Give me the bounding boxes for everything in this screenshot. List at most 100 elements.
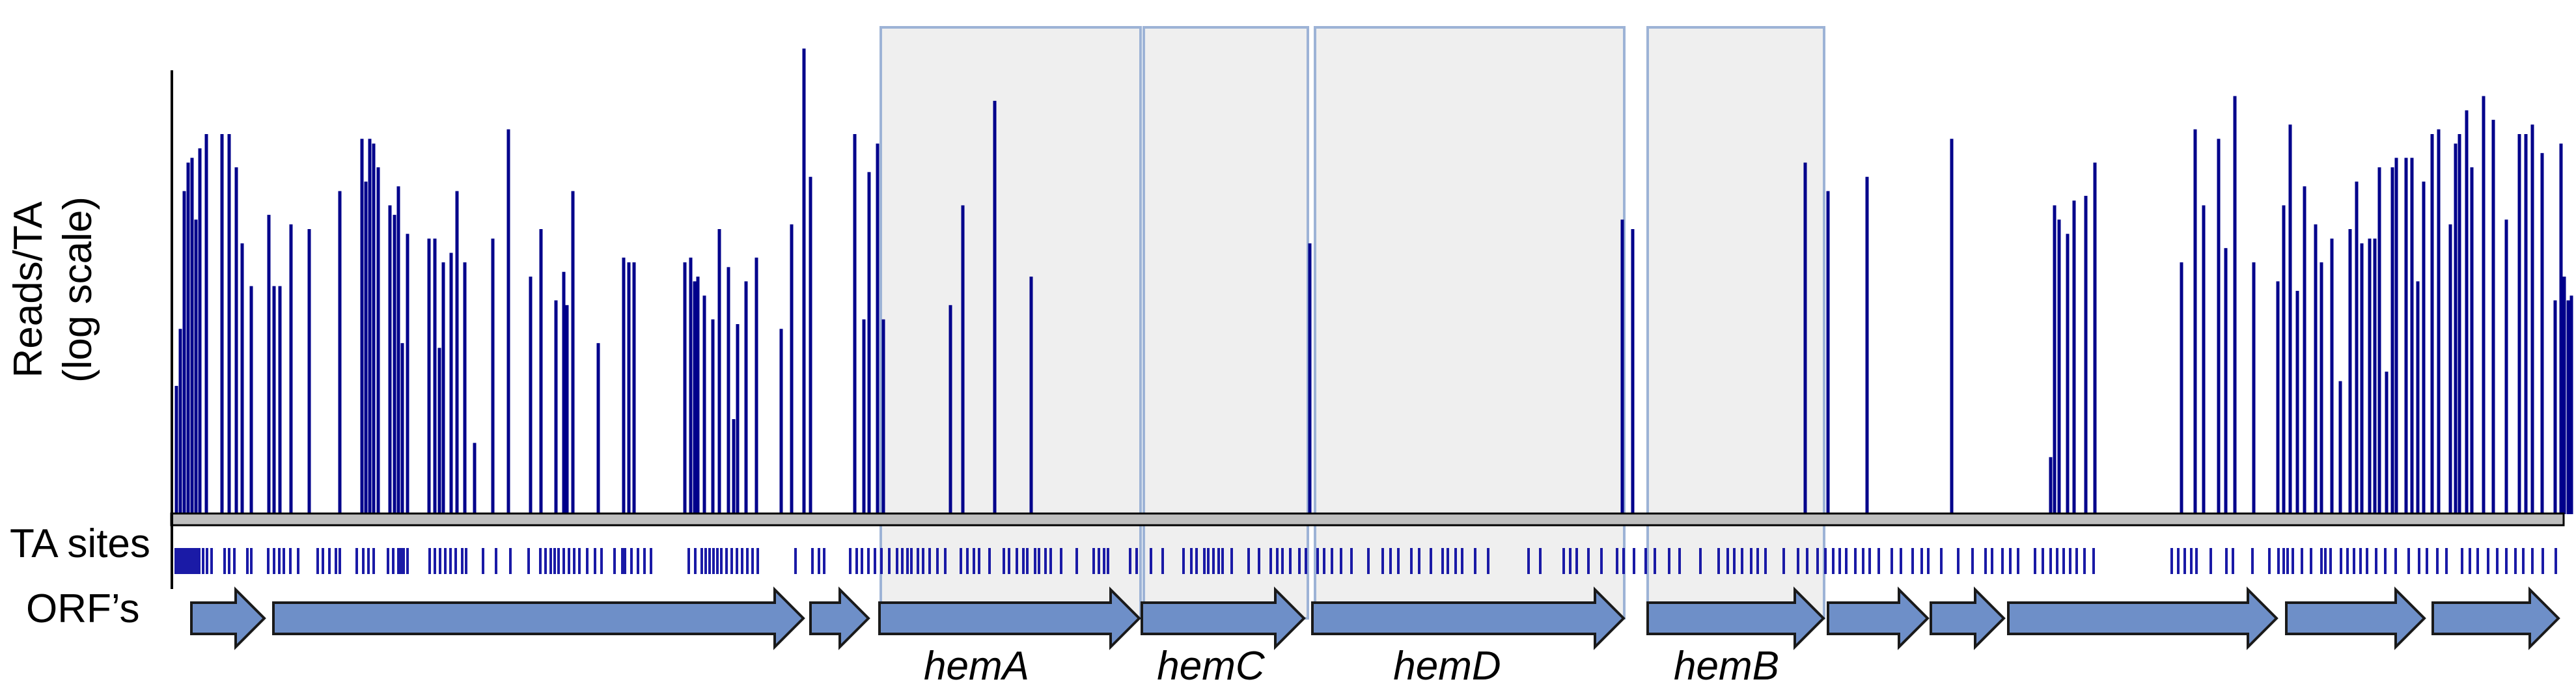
ta-site-tick bbox=[650, 548, 652, 574]
orf-arrow bbox=[2285, 586, 2426, 650]
ta-site-tick bbox=[2418, 548, 2420, 574]
orf-arrow bbox=[809, 586, 870, 650]
read-bar bbox=[278, 286, 282, 514]
ta-site-tick bbox=[2329, 548, 2332, 574]
read-bar bbox=[862, 319, 866, 514]
ta-site-tick bbox=[1003, 548, 1005, 574]
read-bar bbox=[427, 238, 431, 514]
read-bar bbox=[2320, 262, 2323, 514]
read-bar bbox=[194, 219, 198, 514]
ta-site-tick bbox=[736, 548, 738, 574]
ta-site-tick bbox=[250, 548, 253, 574]
ta-site-tick bbox=[202, 548, 204, 574]
ta-site-tick bbox=[1782, 548, 1785, 574]
ta-site-tick bbox=[960, 548, 962, 574]
ta-site-tick bbox=[2170, 548, 2173, 574]
ta-site-tick bbox=[1060, 548, 1062, 574]
ta-site-tick bbox=[1008, 548, 1010, 574]
ta-site-tick bbox=[1034, 548, 1036, 574]
ta-site-tick bbox=[906, 548, 909, 574]
ta-site-tick bbox=[2251, 548, 2254, 574]
ta-site-tick bbox=[2476, 548, 2479, 574]
read-bar bbox=[539, 229, 543, 514]
read-bar bbox=[2348, 229, 2352, 514]
ta-site-tick bbox=[2232, 548, 2234, 574]
ta-site-tick bbox=[1182, 548, 1185, 574]
highlight-box-hemC bbox=[1143, 26, 1309, 620]
ta-site-tick bbox=[1212, 548, 1215, 574]
ta-site-tick bbox=[267, 548, 270, 574]
ta-site-tick bbox=[1824, 548, 1827, 574]
ta-site-tick bbox=[1927, 548, 1930, 574]
ta-site-tick bbox=[1195, 548, 1198, 574]
read-bar bbox=[627, 262, 631, 514]
ta-site-tick bbox=[1129, 548, 1131, 574]
read-bar bbox=[449, 253, 453, 514]
orf-arrow bbox=[190, 586, 266, 650]
ta-site-tick bbox=[978, 548, 980, 574]
ta-site-tick bbox=[1381, 548, 1384, 574]
read-bar bbox=[2049, 457, 2053, 514]
read-bar bbox=[2404, 158, 2408, 514]
read-bar bbox=[732, 419, 736, 514]
read-bar bbox=[234, 167, 238, 515]
ta-site-tick bbox=[2469, 548, 2471, 574]
ta-site-tick bbox=[613, 548, 616, 574]
read-bar bbox=[368, 139, 372, 515]
ta-site-tick bbox=[2320, 548, 2323, 574]
ta-site-tick bbox=[1281, 548, 1284, 574]
read-bar bbox=[491, 238, 495, 514]
ta-site-tick bbox=[2183, 548, 2186, 574]
read-bar bbox=[693, 281, 697, 514]
read-bar bbox=[2530, 124, 2534, 514]
ta-site-tick bbox=[1920, 548, 1923, 574]
ta-site-tick bbox=[578, 548, 581, 574]
ta-site-tick bbox=[1838, 548, 1841, 574]
ta-site-tick bbox=[861, 548, 863, 574]
read-bar bbox=[755, 257, 758, 514]
ta-site-tick bbox=[1217, 548, 1220, 574]
read-bar bbox=[1620, 219, 1624, 514]
ta-site-tick bbox=[1323, 548, 1325, 574]
ta-site-tick bbox=[283, 548, 285, 574]
ta-site-tick bbox=[1092, 548, 1095, 574]
read-bar bbox=[1631, 229, 1635, 514]
ta-site-tick bbox=[1190, 548, 1193, 574]
read-bar bbox=[2553, 300, 2557, 514]
ta-site-tick bbox=[880, 548, 883, 574]
orf-arrow bbox=[1646, 586, 1825, 650]
ta-site-tick bbox=[2056, 548, 2058, 574]
read-bar bbox=[779, 329, 783, 514]
read-bar bbox=[2180, 262, 2183, 514]
ta-site-tick bbox=[362, 548, 365, 574]
read-bar bbox=[441, 262, 445, 514]
ta-site-tick bbox=[190, 548, 193, 574]
read-bar bbox=[1029, 277, 1033, 514]
read-bar bbox=[736, 324, 740, 514]
ta-site-tick bbox=[811, 548, 814, 574]
ta-site-tick bbox=[2384, 548, 2387, 574]
ta-site-tick bbox=[936, 548, 939, 574]
ta-site-tick bbox=[1900, 548, 1902, 574]
highlight-box-hemD bbox=[1314, 26, 1626, 620]
ta-site-tick bbox=[1107, 548, 1109, 574]
ta-site-tick bbox=[1340, 548, 1342, 574]
ta-site-tick bbox=[1203, 548, 1206, 574]
ta-site-tick bbox=[1305, 548, 1307, 574]
ta-site-tick bbox=[1957, 548, 1960, 574]
read-bar bbox=[227, 134, 231, 514]
ta-site-tick bbox=[823, 548, 825, 574]
read-bars bbox=[174, 48, 2573, 515]
ta-site-tick bbox=[1562, 548, 1565, 574]
read-bar bbox=[2454, 143, 2458, 515]
ta-site-tick bbox=[1911, 548, 1914, 574]
ta-site-ticks bbox=[174, 548, 2557, 574]
ta-site-tick bbox=[557, 548, 560, 574]
read-bar bbox=[696, 277, 700, 514]
ta-site-tick bbox=[1890, 548, 1893, 574]
ta-site-tick bbox=[1622, 548, 1625, 574]
ta-site-tick bbox=[210, 548, 213, 574]
read-bar bbox=[2072, 200, 2076, 514]
read-bar bbox=[2504, 219, 2508, 514]
